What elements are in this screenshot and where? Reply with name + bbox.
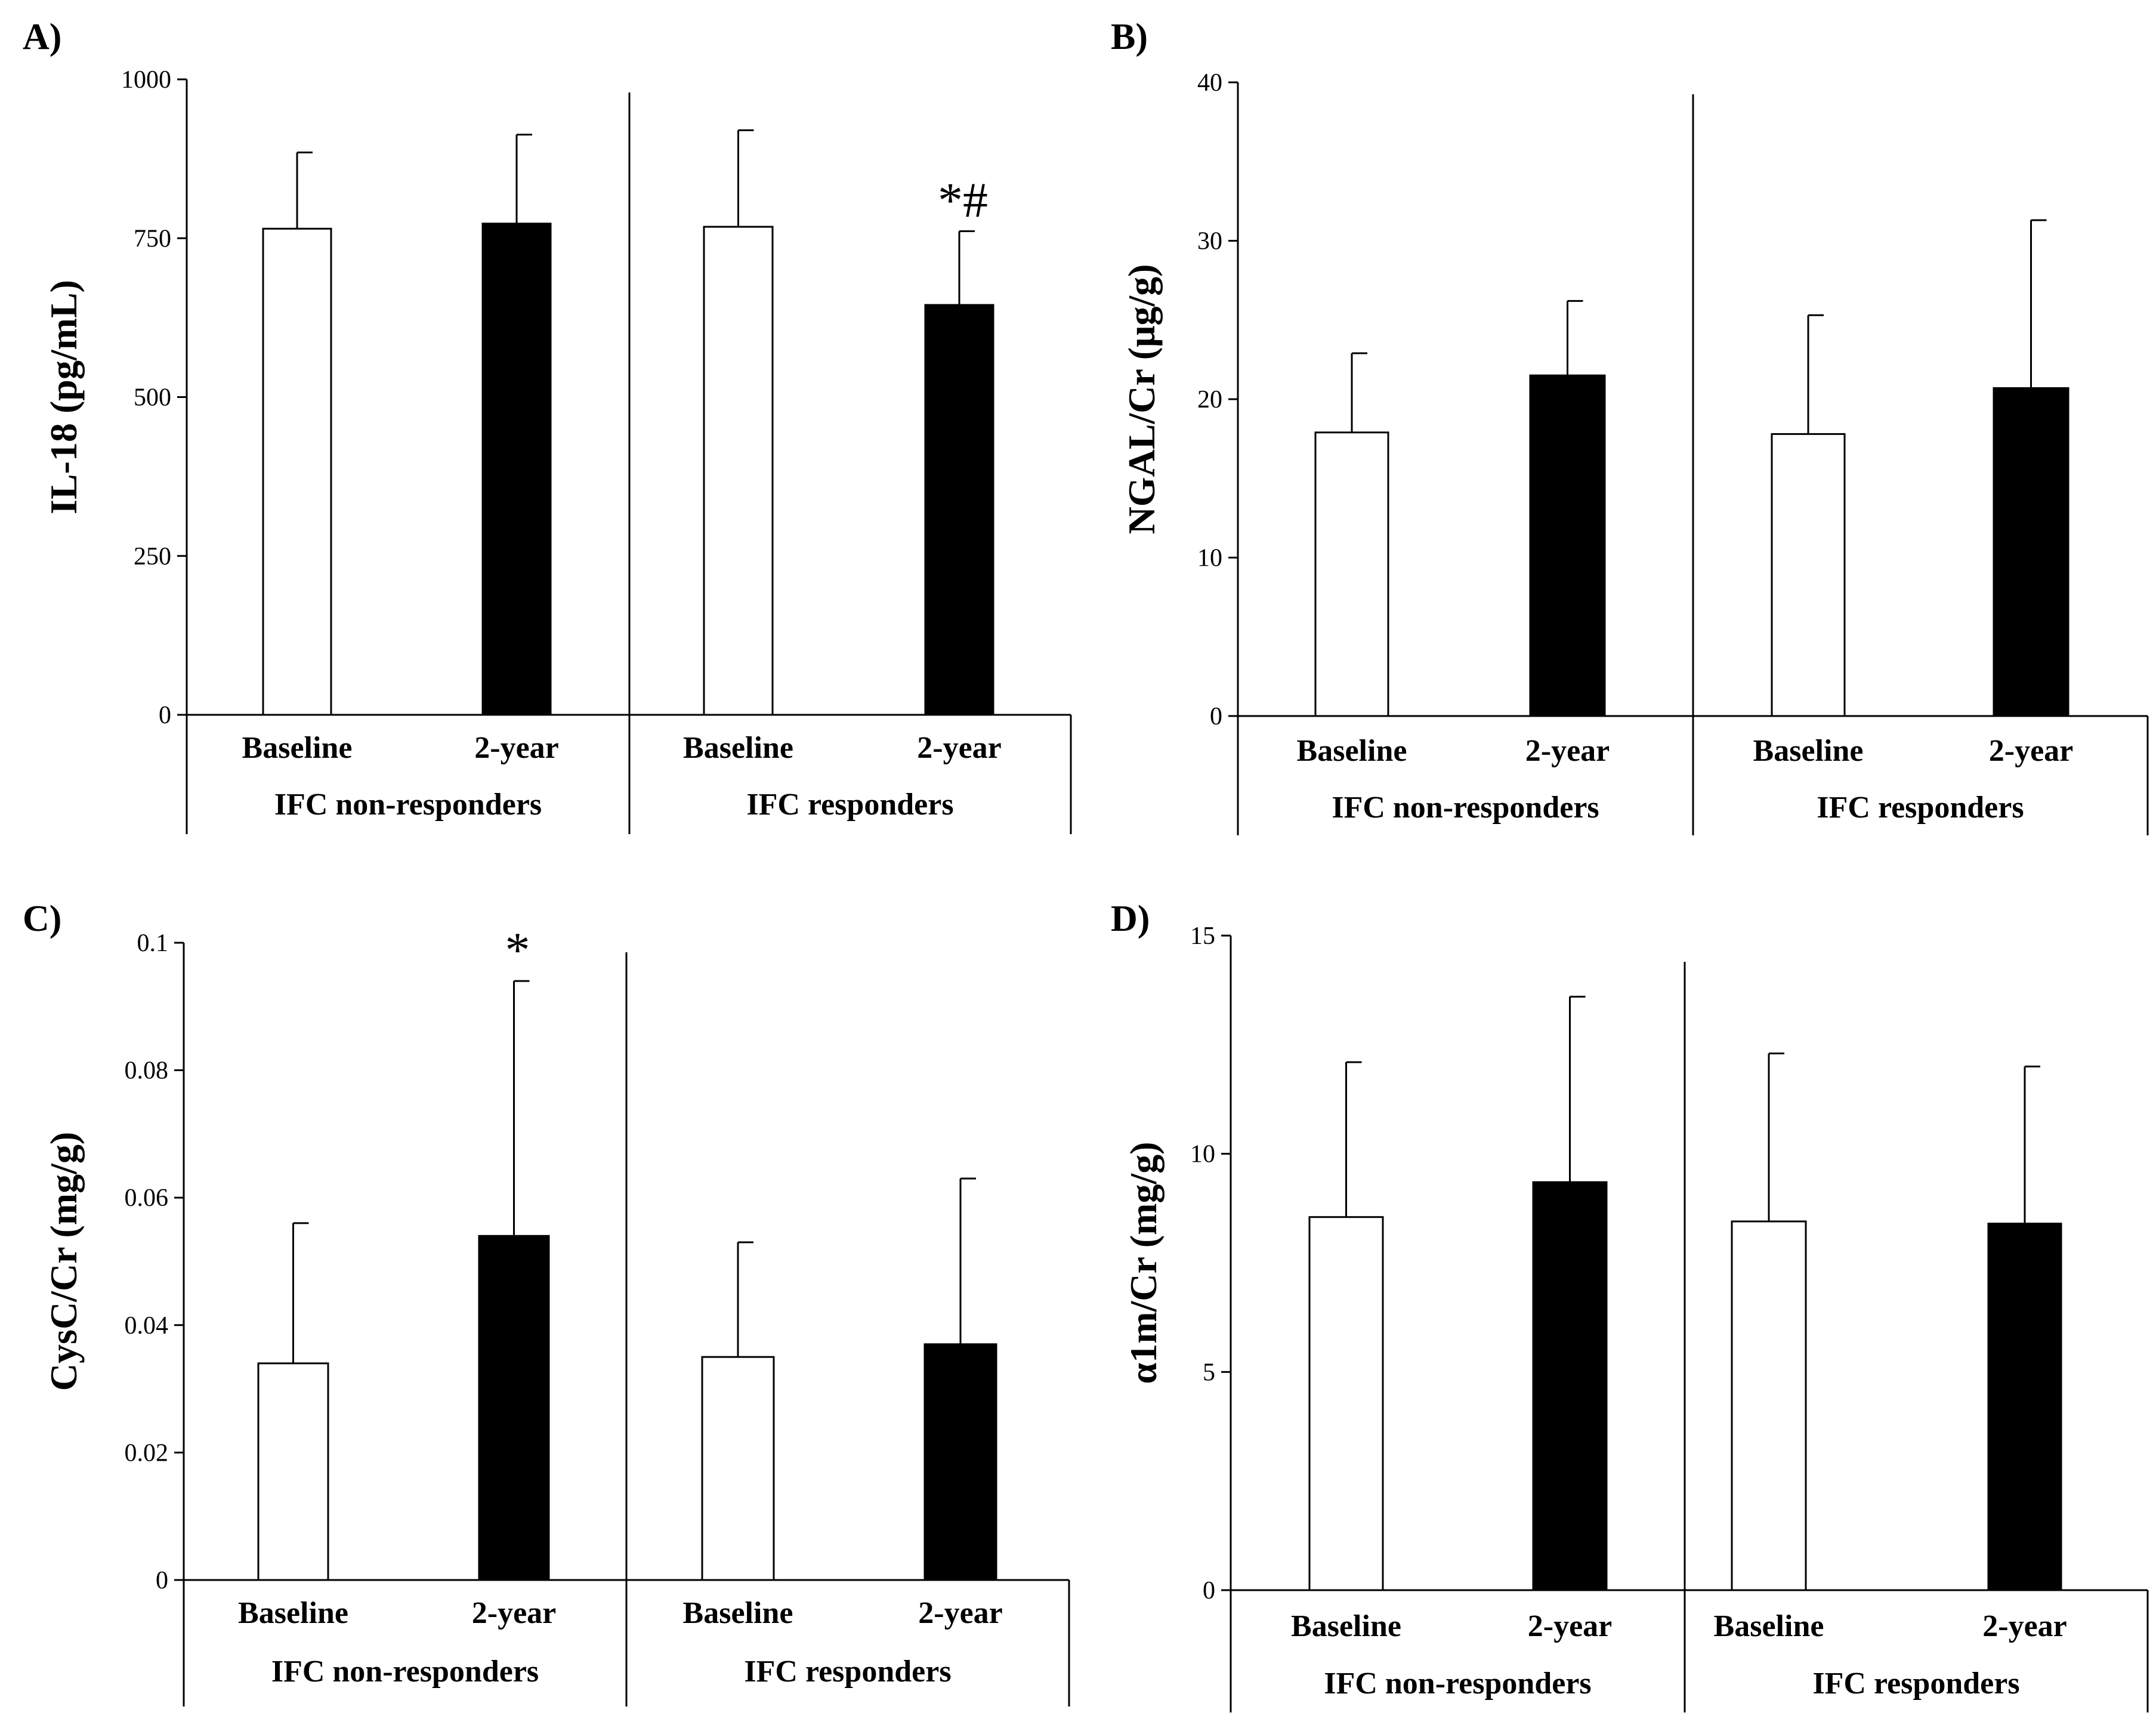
panel-a: A) 0 250 500 750 1000 IL-18 (pg/mL) Baseline 2-y…: [23, 17, 1072, 834]
category-label: 2-year: [474, 731, 558, 765]
bar-2year-responders: [1993, 387, 2069, 717]
bar-baseline-non-responders: [257, 1362, 329, 1581]
y-tick-label: 0: [156, 1567, 168, 1594]
panel-d: D) 0 5 10 15 α1m/Cr (mg/g) Baseline 2-year Basel…: [1111, 899, 2149, 1712]
bar-2year-responders: [923, 1343, 997, 1581]
y-tick-label: 500: [134, 384, 171, 412]
bar-baseline-non-responders: [1314, 431, 1389, 717]
category-label: Baseline: [683, 731, 793, 765]
panel-label: C): [23, 899, 61, 939]
category-label: 2-year: [1989, 734, 2073, 768]
bar-2year-non-responders: [1529, 374, 1606, 717]
y-tick-label: 15: [1190, 922, 1215, 950]
bar-baseline-responders: [1771, 433, 1846, 717]
y-tick-label: 0: [159, 702, 171, 729]
group-label: IFC responders: [744, 1655, 951, 1689]
y-tick-label: 0.02: [125, 1439, 169, 1467]
y-tick-label: 0: [1210, 703, 1222, 730]
significance-marker: *#: [938, 173, 988, 229]
y-tick-label: 0.06: [125, 1184, 169, 1212]
category-label: Baseline: [242, 731, 353, 765]
category-label: 2-year: [1982, 1609, 2067, 1643]
y-tick-label: 0.08: [125, 1057, 169, 1085]
y-tick-label: 40: [1197, 69, 1222, 97]
bar-2year-responders: [1987, 1223, 2062, 1591]
y-tick-label: 5: [1203, 1359, 1215, 1386]
category-label: 2-year: [1528, 1609, 1612, 1643]
y-tick-label: 250: [134, 543, 171, 570]
y-tick-label: 1000: [121, 66, 171, 94]
category-label: 2-year: [918, 1596, 1002, 1630]
y-tick-label: 10: [1197, 545, 1222, 572]
y-tick-label: 0.1: [137, 930, 169, 957]
bar-2year-responders: [924, 304, 994, 716]
significance-marker: *: [505, 922, 530, 978]
bar-baseline-responders: [1731, 1220, 1807, 1591]
y-axis-label: NGAL/Cr (μg/g): [1120, 264, 1163, 535]
y-tick-label: 750: [134, 225, 171, 252]
y-tick-label: 0: [1203, 1577, 1215, 1604]
panel-label: B): [1111, 17, 1148, 57]
category-label: 2-year: [1525, 734, 1610, 768]
y-axis-label: α1m/Cr (mg/g): [1122, 1142, 1165, 1384]
category-label: Baseline: [1291, 1609, 1401, 1643]
bar-2year-non-responders: [481, 223, 552, 716]
category-label: Baseline: [683, 1596, 793, 1630]
group-label: IFC non-responders: [1332, 791, 1599, 825]
y-axis-label: IL-18 (pg/mL): [42, 280, 85, 514]
group-label: IFC non-responders: [274, 788, 542, 822]
group-label: IFC responders: [1812, 1667, 2019, 1701]
category-label: Baseline: [1714, 1609, 1824, 1643]
y-tick-label: 30: [1197, 228, 1222, 255]
panel-b: B) 0 10 20 30 40 NGAL/Cr (μg/g) Baseline 2-year B…: [1111, 17, 2149, 835]
bar-baseline-non-responders: [262, 227, 332, 716]
category-label: Baseline: [1753, 734, 1864, 768]
bar-2year-non-responders: [478, 1235, 550, 1581]
group-label: IFC responders: [746, 788, 953, 822]
panel-label: A): [23, 17, 61, 57]
category-label: 2-year: [472, 1596, 556, 1630]
bar-baseline-responders: [701, 1356, 775, 1581]
panel-label: D): [1111, 899, 1150, 939]
group-label: IFC non-responders: [271, 1655, 539, 1689]
panel-c: C) 0 0.02 0.04 0.06 0.08 0.1 CysC/Cr (mg/g) Base…: [23, 899, 1070, 1707]
y-tick-label: 20: [1197, 386, 1222, 413]
y-tick-label: 0.04: [125, 1312, 169, 1340]
y-tick-label: 10: [1190, 1141, 1215, 1168]
category-label: Baseline: [238, 1596, 348, 1630]
bar-baseline-non-responders: [1308, 1216, 1384, 1591]
bar-2year-non-responders: [1532, 1181, 1608, 1591]
category-label: Baseline: [1297, 734, 1407, 768]
group-label: IFC responders: [1817, 791, 2024, 825]
group-label: IFC non-responders: [1324, 1667, 1591, 1701]
bar-baseline-responders: [703, 226, 774, 716]
y-axis-label: CysC/Cr (mg/g): [42, 1132, 85, 1391]
category-label: 2-year: [917, 731, 1001, 765]
